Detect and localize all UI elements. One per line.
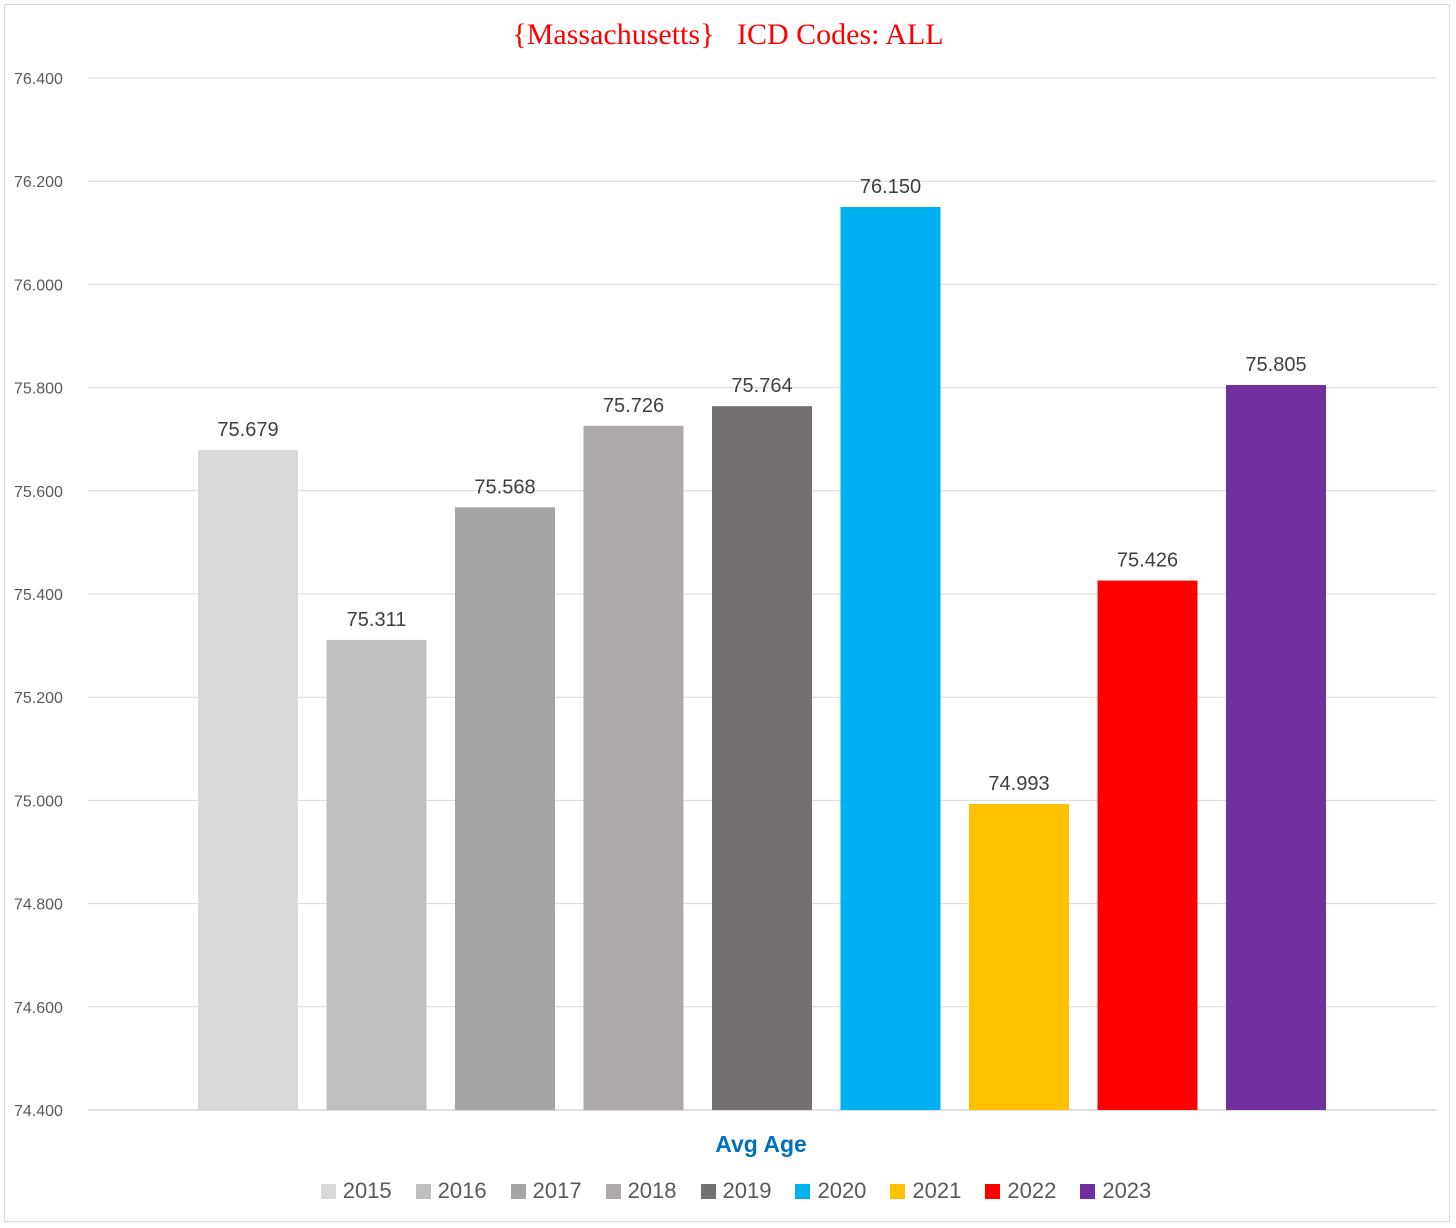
legend-swatch <box>320 1183 336 1199</box>
legend-swatch <box>510 1183 526 1199</box>
y-tick-label: 76.000 <box>14 277 63 294</box>
data-label-2022: 75.426 <box>1117 550 1178 572</box>
legend-label: 2018 <box>627 1178 677 1203</box>
y-tick-label: 74.400 <box>14 1103 63 1120</box>
legend-label: 2015 <box>342 1178 392 1203</box>
legend-label: 2016 <box>437 1178 487 1203</box>
data-label-2020: 76.150 <box>860 176 921 198</box>
legend-swatch <box>1080 1183 1096 1199</box>
x-axis-title: Avg Age <box>715 1131 807 1157</box>
legend-label: 2017 <box>532 1178 582 1203</box>
y-axis-ticks: 74.400 74.600 74.800 75.000 75.200 75.400 75.6… <box>14 71 63 1120</box>
legend-swatch <box>415 1183 431 1199</box>
y-tick-label: 76.200 <box>14 174 63 191</box>
data-label-2023: 75.805 <box>1245 354 1306 376</box>
y-tick-label: 74.600 <box>14 1000 63 1017</box>
legend-item-2023: 2023 <box>1080 1178 1151 1204</box>
legend-label: 2021 <box>912 1178 962 1203</box>
bar-2021 <box>969 804 1069 1110</box>
data-labels: 75.679 75.311 75.568 75.726 75.764 76.150 74.9… <box>217 176 1306 795</box>
legend-label: 2019 <box>722 1178 772 1203</box>
data-label-2017: 75.568 <box>474 476 535 498</box>
bar-2018 <box>583 425 684 1110</box>
bar-2015 <box>198 450 298 1110</box>
legend-label: 2023 <box>1102 1178 1152 1203</box>
legend: 2015 2016 2017 2018 2019 2020 2021 2022 2023 <box>0 1178 1456 1204</box>
legend-swatch <box>605 1183 621 1199</box>
legend-item-2022: 2022 <box>985 1178 1056 1204</box>
bars <box>198 207 1326 1110</box>
bar-2022 <box>1097 580 1198 1110</box>
legend-item-2021: 2021 <box>890 1178 961 1204</box>
y-tick-label: 75.000 <box>14 793 63 810</box>
legend-swatch <box>700 1183 716 1199</box>
data-label-2016: 75.311 <box>347 609 407 631</box>
bar-2019 <box>712 406 812 1110</box>
legend-swatch <box>890 1183 906 1199</box>
data-label-2021: 74.993 <box>988 773 1049 795</box>
bar-2017 <box>455 507 555 1110</box>
y-tick-label: 75.400 <box>14 587 63 604</box>
y-tick-label: 76.400 <box>14 71 63 88</box>
y-tick-label: 75.600 <box>14 484 63 501</box>
legend-item-2016: 2016 <box>415 1178 487 1204</box>
bar-2016 <box>326 639 427 1110</box>
legend-item-2019: 2019 <box>700 1178 772 1204</box>
legend-item-2018: 2018 <box>605 1178 677 1204</box>
data-label-2015: 75.679 <box>217 419 278 441</box>
bar-2020 <box>840 207 941 1110</box>
legend-item-2020: 2020 <box>795 1178 866 1204</box>
legend-swatch <box>985 1183 1001 1199</box>
y-tick-label: 75.200 <box>14 690 63 707</box>
data-label-2019: 75.764 <box>731 375 792 397</box>
legend-item-2017: 2017 <box>510 1178 582 1204</box>
bar-2023 <box>1226 385 1326 1110</box>
legend-swatch <box>795 1183 811 1199</box>
legend-label: 2022 <box>1007 1178 1057 1203</box>
data-label-2018: 75.726 <box>603 395 664 417</box>
legend-label: 2020 <box>817 1178 867 1203</box>
chart-title: {Massachusetts} ICD Codes: ALL <box>512 18 944 51</box>
y-tick-label: 74.800 <box>14 897 63 914</box>
y-tick-label: 75.800 <box>14 381 63 398</box>
legend-item-2015: 2015 <box>320 1178 392 1204</box>
